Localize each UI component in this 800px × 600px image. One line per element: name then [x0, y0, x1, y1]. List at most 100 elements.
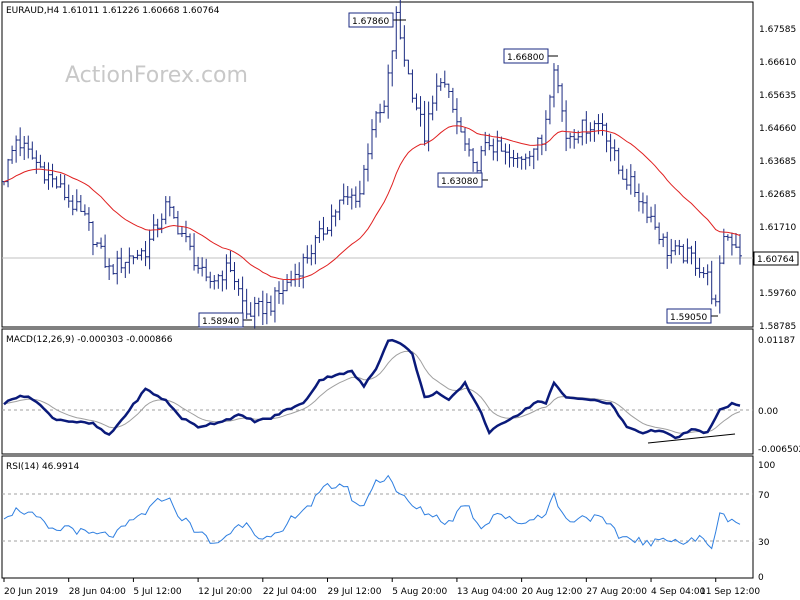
macd-line: [3, 338, 741, 440]
rsi-tick-label: 70: [758, 491, 770, 501]
price-bar: [612, 139, 617, 161]
price-bar: [18, 127, 23, 157]
price-tick-label: 1.61710: [759, 223, 796, 233]
price-bar: [119, 247, 124, 274]
price-bar: [503, 143, 508, 165]
macd-panel-frame: [1, 328, 754, 455]
price-bar: [535, 137, 540, 161]
price-bar: [649, 206, 654, 223]
price-bar: [689, 245, 694, 265]
annotation-label: 1.59050: [670, 313, 707, 323]
price-bar: [584, 111, 589, 144]
price-bar: [123, 261, 128, 278]
price-bar: [430, 95, 435, 121]
price-bar: [507, 144, 512, 168]
price-bar: [422, 100, 427, 146]
price-bar: [293, 263, 298, 287]
annotation-label: 1.66800: [507, 53, 544, 63]
price-bar: [729, 232, 734, 256]
price-bar: [236, 278, 241, 296]
price-bar: [131, 255, 136, 265]
price-tick-label: 1.58785: [759, 322, 796, 332]
price-bar: [163, 196, 168, 225]
price-bar: [256, 297, 261, 317]
price-bar: [713, 294, 718, 307]
price-bar: [147, 229, 152, 270]
price-bar: [349, 188, 354, 210]
price-bar: [208, 271, 213, 289]
price-tick-label: 1.65635: [759, 91, 796, 101]
price-bar: [317, 220, 322, 243]
price-bar: [333, 209, 338, 227]
price-bar: [669, 238, 674, 264]
price-bar: [30, 141, 35, 160]
price-bar: [90, 221, 95, 256]
price-bar: [297, 262, 302, 288]
price-bar: [721, 228, 726, 265]
price-bar: [471, 148, 476, 172]
price-bar: [386, 64, 391, 119]
price-bar: [62, 174, 67, 201]
price-bar: [95, 241, 100, 248]
price-bar: [26, 135, 31, 159]
price-bar: [394, 6, 399, 60]
rsi-tick-label: 30: [758, 538, 770, 548]
price-bar: [661, 233, 666, 248]
price-bar: [523, 153, 528, 170]
price-bar: [653, 204, 658, 230]
price-bar: [159, 213, 164, 234]
current-price-label: 1.60764: [757, 255, 794, 265]
price-bar: [167, 196, 172, 217]
price-bar: [515, 152, 520, 168]
price-annotations: 1.67860 1.66800 1.63080 1.58940 1.59050: [198, 12, 718, 328]
price-bar: [657, 222, 662, 245]
price-bar: [725, 234, 730, 241]
price-bar: [733, 233, 738, 249]
price-bar: [341, 183, 346, 205]
price-tick-label: 1.62685: [759, 190, 796, 200]
time-tick-label: 20 Jun 2019: [4, 587, 58, 597]
price-bar: [204, 258, 209, 282]
price-bar: [640, 192, 645, 214]
price-bar: [127, 247, 132, 274]
price-bar: [111, 264, 116, 275]
price-title: EURAUD,H4 1.61011 1.61226 1.60668 1.6076…: [6, 6, 220, 16]
price-bar: [491, 138, 496, 161]
price-bar: [54, 176, 59, 189]
price-bar: [608, 133, 613, 162]
watermark: ActionForex.com: [65, 63, 248, 88]
price-bar: [200, 257, 205, 277]
price-bar: [139, 248, 144, 261]
price-bar: [183, 220, 188, 243]
time-tick-label: 5 Aug 20:00: [392, 587, 447, 597]
price-bar: [281, 280, 286, 305]
time-tick-label: 20 Aug 12:00: [522, 587, 583, 597]
price-bar: [709, 260, 714, 305]
rsi-tick-label: 0: [758, 573, 764, 583]
price-bar: [66, 184, 71, 208]
price-bar: [14, 135, 19, 163]
price-bar: [426, 101, 431, 152]
price-bar: [244, 288, 249, 319]
price-bar: [285, 274, 290, 292]
annotation-box: [503, 48, 549, 64]
price-bar: [289, 270, 294, 287]
price-bar: [34, 150, 39, 174]
price-bar: [378, 103, 383, 123]
price-bar: [58, 173, 63, 188]
price-bar: [454, 98, 459, 135]
price-tick-label: 1.59760: [759, 289, 796, 299]
price-bar: [171, 206, 176, 219]
annotation-box: [437, 172, 483, 188]
price-axis: 1.67585 1.66610 1.65635 1.64660 1.63685 …: [759, 25, 796, 332]
rsi-panel-frame: [1, 455, 754, 579]
price-bar: [406, 59, 411, 75]
macd-title: MACD(12,26,9) -0.000303 -0.000866: [6, 335, 173, 345]
price-bar: [70, 194, 75, 216]
price-bar: [434, 73, 439, 111]
price-bar: [483, 131, 488, 156]
price-bar: [446, 83, 451, 98]
price-bar: [232, 262, 237, 290]
price-bar: [321, 216, 326, 241]
